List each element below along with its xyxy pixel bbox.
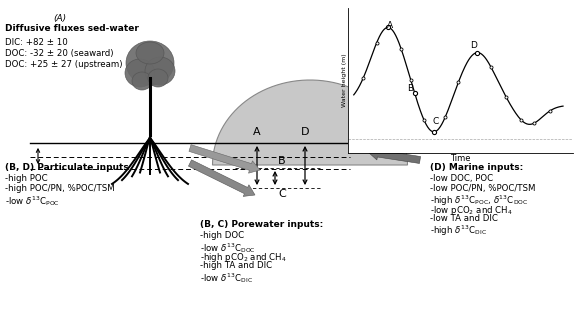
FancyArrow shape [368, 147, 420, 163]
Text: C: C [278, 189, 286, 199]
Text: -high $\delta^{13}$C$_\mathregular{DIC}$: -high $\delta^{13}$C$_\mathregular{DIC}$ [430, 224, 487, 238]
FancyArrow shape [188, 160, 255, 197]
Text: (A): (A) [53, 14, 66, 23]
Text: A: A [253, 127, 261, 137]
Text: D: D [301, 127, 309, 137]
Text: -high POC: -high POC [5, 174, 48, 183]
Text: -low pCO$_2$ and CH$_4$: -low pCO$_2$ and CH$_4$ [430, 204, 513, 217]
Ellipse shape [148, 69, 168, 87]
FancyArrow shape [189, 145, 260, 173]
Text: -low $\delta^{13}$C$_\mathregular{DOC}$: -low $\delta^{13}$C$_\mathregular{DOC}$ [200, 241, 256, 255]
Text: (B, D) Particulate inputs: (B, D) Particulate inputs [5, 163, 129, 172]
Text: D: D [470, 41, 477, 50]
Text: C: C [432, 117, 438, 126]
Text: -high pCO$_2$ and CH$_4$: -high pCO$_2$ and CH$_4$ [200, 251, 287, 264]
Text: DIC: +82 ± 10: DIC: +82 ± 10 [5, 38, 68, 47]
Text: A: A [387, 21, 393, 30]
Text: (B, C) Porewater inputs:: (B, C) Porewater inputs: [200, 220, 323, 229]
Text: -high $\delta^{13}$C$_\mathregular{POC}$, $\delta^{13}$C$_\mathregular{DOC}$: -high $\delta^{13}$C$_\mathregular{POC}$… [430, 194, 528, 209]
Ellipse shape [132, 72, 152, 90]
Polygon shape [212, 80, 408, 165]
Text: -low DOC, POC: -low DOC, POC [430, 174, 493, 183]
Text: DOC: -32 ± 20 (seaward): DOC: -32 ± 20 (seaward) [5, 49, 114, 58]
Ellipse shape [136, 42, 164, 64]
Text: (D) Marine inputs:: (D) Marine inputs: [430, 163, 524, 172]
Text: -low POC/PN, %POC/TSM: -low POC/PN, %POC/TSM [430, 184, 536, 193]
Text: -low $\delta^{13}$C$_\mathregular{POC}$: -low $\delta^{13}$C$_\mathregular{POC}$ [5, 194, 60, 208]
Text: B: B [278, 156, 286, 166]
Text: DOC: +25 ± 27 (upstream): DOC: +25 ± 27 (upstream) [5, 60, 122, 69]
Y-axis label: Water height (m): Water height (m) [342, 54, 347, 107]
Text: -high POC/PN, %POC/TSM: -high POC/PN, %POC/TSM [5, 184, 115, 193]
Ellipse shape [145, 57, 175, 85]
Text: B: B [407, 84, 413, 93]
X-axis label: Time: Time [450, 154, 470, 163]
Text: Diffusive fluxes sed-water: Diffusive fluxes sed-water [5, 24, 139, 33]
Ellipse shape [126, 41, 174, 85]
Text: -low TA and DIC: -low TA and DIC [430, 214, 498, 223]
Ellipse shape [125, 59, 155, 87]
Text: -high DOC: -high DOC [200, 231, 244, 240]
Text: -high TA and DIC: -high TA and DIC [200, 261, 272, 270]
Text: -low $\delta^{13}$C$_\mathregular{DIC}$: -low $\delta^{13}$C$_\mathregular{DIC}$ [200, 271, 253, 285]
